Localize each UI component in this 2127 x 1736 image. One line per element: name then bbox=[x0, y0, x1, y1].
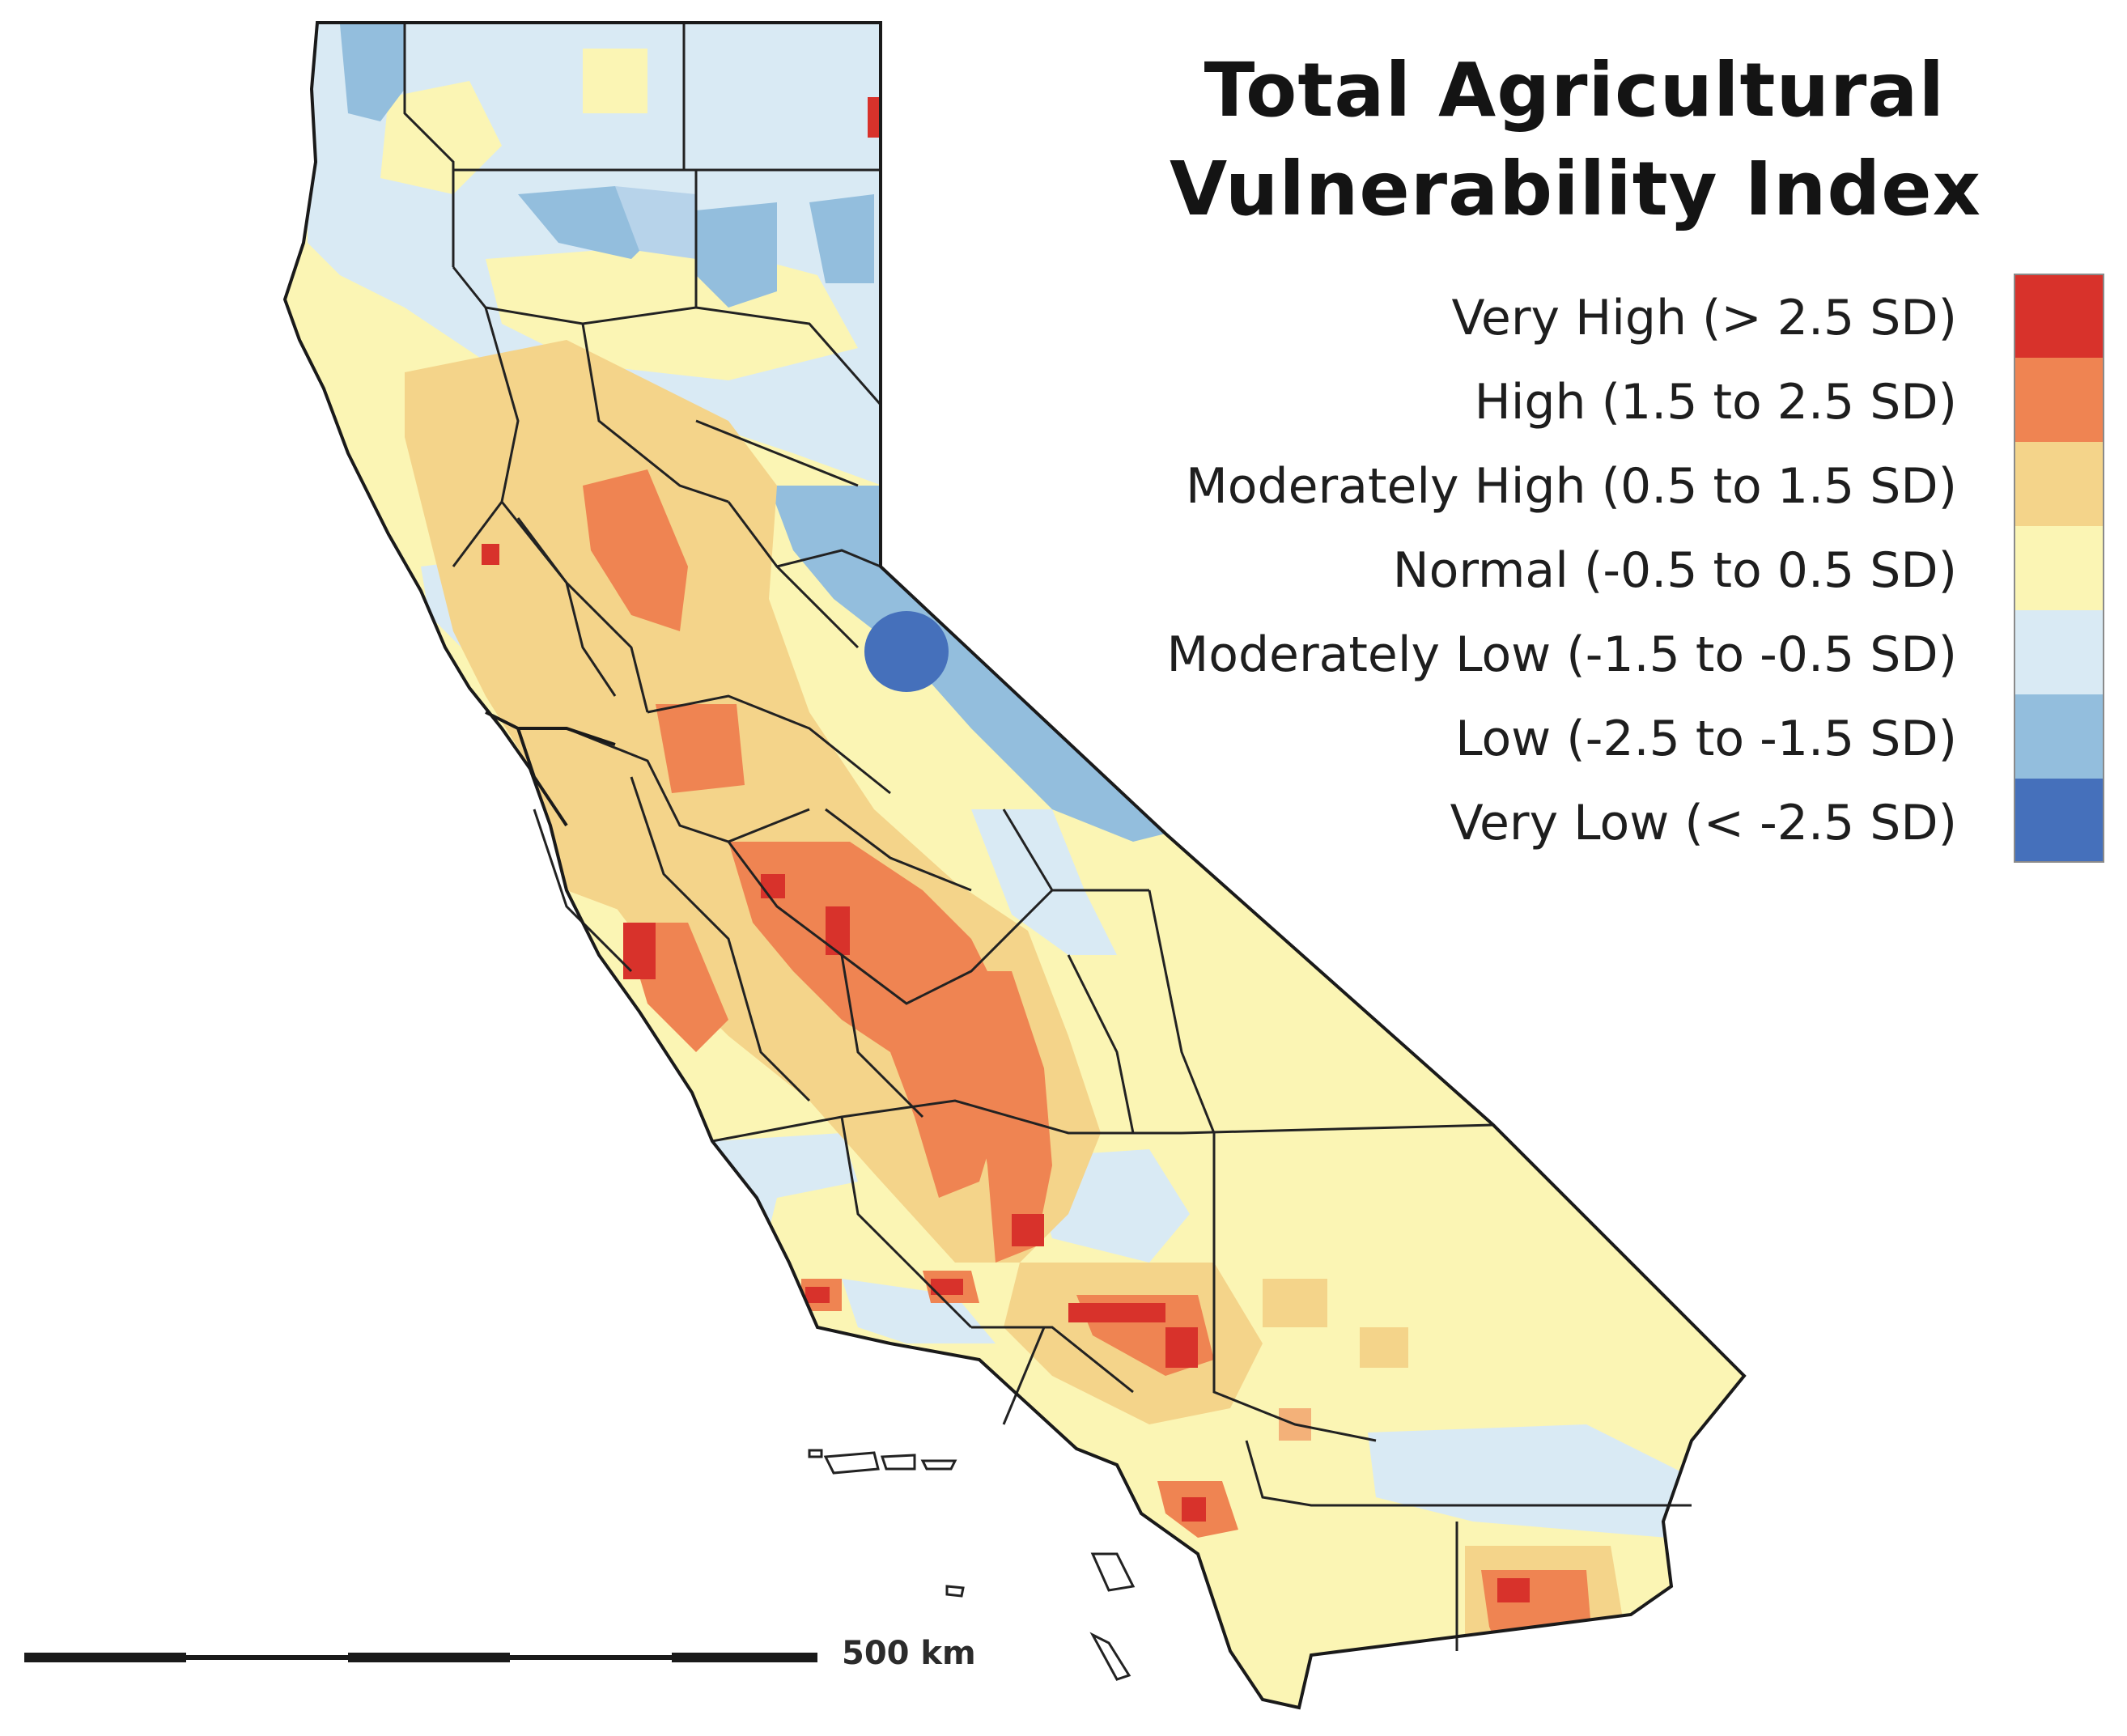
scale-bar-label: 500 km bbox=[842, 1635, 976, 1672]
legend-item-moderately-low: Moderately Low (-1.5 to -0.5 SD) bbox=[994, 610, 2127, 694]
legend-label: Very High (> 2.5 SD) bbox=[1451, 290, 1957, 346]
scale-segment bbox=[672, 1653, 817, 1662]
island bbox=[945, 1585, 965, 1598]
county-line bbox=[630, 776, 811, 1102]
county-line bbox=[403, 24, 455, 267]
legend-item-moderately-high: Moderately High (0.5 to 1.5 SD) bbox=[994, 442, 2127, 526]
region-southeast-modlow bbox=[1368, 1424, 1683, 1538]
legend-item-normal: Normal (-0.5 to 0.5 SD) bbox=[994, 526, 2127, 610]
legend-item-low: Low (-2.5 to -1.5 SD) bbox=[994, 694, 2127, 779]
region-north-normal-2 bbox=[380, 81, 502, 194]
region-socal-modlow bbox=[842, 1279, 996, 1343]
county-line bbox=[581, 323, 729, 503]
high-sanjoaquin-north bbox=[656, 704, 745, 793]
veryhigh-fresno bbox=[761, 874, 785, 898]
region-coastal-modhigh bbox=[518, 753, 664, 915]
veryhigh-slo bbox=[805, 1287, 830, 1303]
county-line bbox=[840, 954, 924, 1118]
legend-label: Moderately High (0.5 to 1.5 SD) bbox=[1186, 458, 1957, 515]
legend-swatch bbox=[2014, 274, 2104, 358]
county-line bbox=[516, 517, 617, 697]
county-line bbox=[971, 1326, 1134, 1394]
island bbox=[1090, 1552, 1136, 1592]
region-north-low-1 bbox=[340, 24, 405, 121]
county-line bbox=[500, 501, 649, 713]
legend-label: Moderately Low (-1.5 to -0.5 SD) bbox=[1166, 626, 1957, 683]
island bbox=[808, 1449, 823, 1458]
legend-label: Normal (-0.5 to 0.5 SD) bbox=[1392, 542, 1957, 599]
county-line bbox=[695, 306, 882, 405]
legend-title-line-2: Vulnerability Index bbox=[1169, 146, 1981, 232]
legend-swatch bbox=[2014, 358, 2104, 442]
veryhigh-kern bbox=[1068, 1303, 1165, 1322]
region-east-modlow bbox=[971, 809, 1117, 955]
region-north-low-4 bbox=[809, 194, 874, 283]
region-north-low-3 bbox=[696, 202, 777, 308]
veryhigh-kern2 bbox=[1165, 1327, 1198, 1368]
legend-label: High (1.5 to 2.5 SD) bbox=[1474, 374, 1957, 431]
scale-segment bbox=[510, 1655, 672, 1660]
legend-label: Very Low (< -2.5 SD) bbox=[1450, 795, 1957, 851]
region-tahoe-verylow bbox=[864, 611, 949, 692]
veryhigh-sb bbox=[931, 1279, 963, 1295]
scale-bar bbox=[24, 1653, 817, 1662]
scale-segment bbox=[348, 1653, 510, 1662]
desert-patch-1 bbox=[1263, 1279, 1327, 1327]
county-line bbox=[452, 307, 520, 567]
region-north-normal-3 bbox=[583, 49, 647, 113]
high-sacramento bbox=[583, 469, 688, 631]
desert-patch-2 bbox=[1360, 1327, 1408, 1368]
county-line bbox=[711, 1099, 1182, 1143]
county-line bbox=[1245, 1440, 1692, 1507]
island bbox=[1089, 1632, 1131, 1681]
county-line bbox=[776, 549, 881, 568]
island bbox=[920, 1459, 957, 1471]
county-line bbox=[1212, 1133, 1377, 1442]
bay-area-outline bbox=[485, 711, 616, 827]
county-line bbox=[1002, 809, 1149, 892]
region-sierra-low bbox=[769, 486, 1165, 842]
legend-label: Low (-2.5 to -1.5 SD) bbox=[1455, 711, 1957, 767]
high-tulare bbox=[955, 971, 1052, 1263]
veryhigh-shasta bbox=[482, 544, 499, 565]
island bbox=[880, 1454, 916, 1471]
legend-item-very-low: Very Low (< -2.5 SD) bbox=[994, 779, 2127, 863]
county-line bbox=[566, 727, 810, 843]
county-line bbox=[1002, 1326, 1046, 1425]
scale-segment bbox=[186, 1655, 348, 1660]
county-line bbox=[695, 419, 859, 487]
scale-segment bbox=[24, 1653, 186, 1662]
legend-swatch bbox=[2014, 442, 2104, 526]
channel-islands bbox=[808, 1449, 1136, 1681]
legend-title-line-1: Total Agricultural bbox=[1204, 47, 1945, 134]
county-line bbox=[533, 809, 633, 973]
high-fresno bbox=[728, 842, 1004, 1198]
vulnerability-grid bbox=[285, 23, 1744, 1708]
county-line bbox=[1148, 889, 1216, 1134]
veryhigh-imperial bbox=[1497, 1578, 1530, 1602]
county-boundaries bbox=[403, 24, 1692, 1651]
veryhigh-tulare bbox=[1012, 1214, 1044, 1246]
county-line bbox=[825, 808, 972, 892]
county-line bbox=[840, 1116, 973, 1329]
veryhigh-madera bbox=[826, 906, 850, 955]
county-line bbox=[1181, 1123, 1494, 1135]
legend-swatch bbox=[2014, 610, 2104, 694]
legend-item-high: High (1.5 to 2.5 SD) bbox=[994, 358, 2127, 442]
legend-item-very-high: Very High (> 2.5 SD) bbox=[994, 274, 2127, 358]
island bbox=[823, 1451, 880, 1475]
legend-swatch bbox=[2014, 526, 2104, 610]
legend-swatch bbox=[2014, 779, 2104, 863]
state-outline bbox=[282, 21, 1747, 1710]
veryhigh-monterey bbox=[623, 923, 656, 979]
county-line bbox=[727, 841, 1054, 1005]
region-north-low-5 bbox=[615, 186, 696, 259]
legend-swatch bbox=[2014, 694, 2104, 779]
county-line bbox=[647, 694, 891, 795]
veryhigh-orange bbox=[1182, 1497, 1206, 1522]
county-line bbox=[1067, 954, 1135, 1134]
